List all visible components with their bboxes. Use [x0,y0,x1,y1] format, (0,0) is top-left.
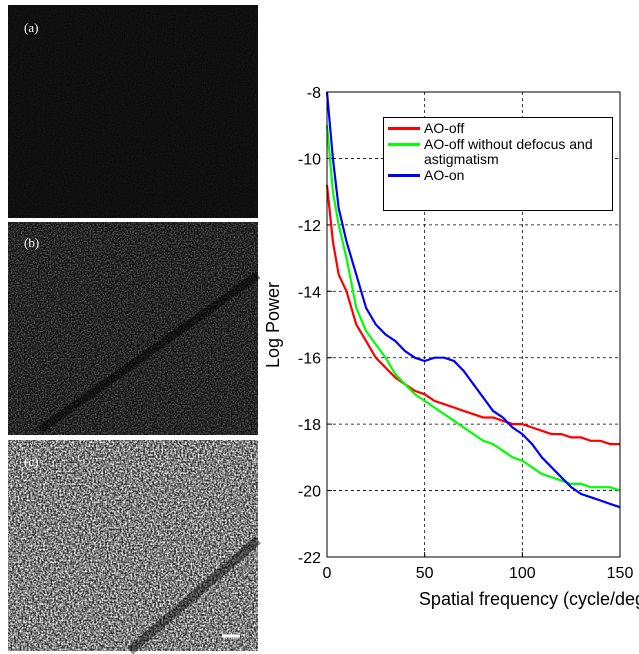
y-tick-label: -8 [307,85,321,102]
legend-entry: AO-off [388,121,608,136]
axes-frame [326,91,621,558]
y-tick-label: -20 [298,484,321,501]
panel-label: (b) [24,235,39,250]
y-tick-label: -10 [298,151,321,168]
legend: AO-off AO-off without defocus and astigma… [383,117,613,211]
legend-label: AO-on [424,167,465,183]
x-tick-label: 150 [607,565,634,582]
panel-a: (a) [8,5,258,218]
legend-entry: AO-off without defocus and astigmatism [388,137,608,167]
y-tick-label: -14 [298,284,321,301]
legend-entry: AO-on [388,168,608,183]
x-tick-label: 100 [509,565,536,582]
panel-label: (c) [24,454,38,469]
y-tick-label: -12 [298,218,321,235]
legend-label: AO-off [424,120,465,136]
x-tick-label: 50 [416,565,434,582]
x-axis-label: Spatial frequency (cycle/degree) [419,589,639,609]
data-line [325,184,620,446]
data-line [325,125,621,492]
panel-label: (a) [24,20,38,35]
legend-swatch [388,143,420,146]
panel-c: (c) [8,440,261,654]
legend-label: AO-off without defocus and astigmatism [424,136,593,167]
data-line [325,91,621,509]
panel-b: (b) [8,222,261,435]
x-tick-label: 0 [323,565,332,582]
legend-swatch [388,127,420,130]
y-tick-label: -22 [298,550,321,567]
y-axis-label: Log Power [263,282,283,368]
y-tick-label: -16 [298,351,321,368]
legend-swatch [388,174,420,177]
y-tick-label: -18 [298,417,321,434]
